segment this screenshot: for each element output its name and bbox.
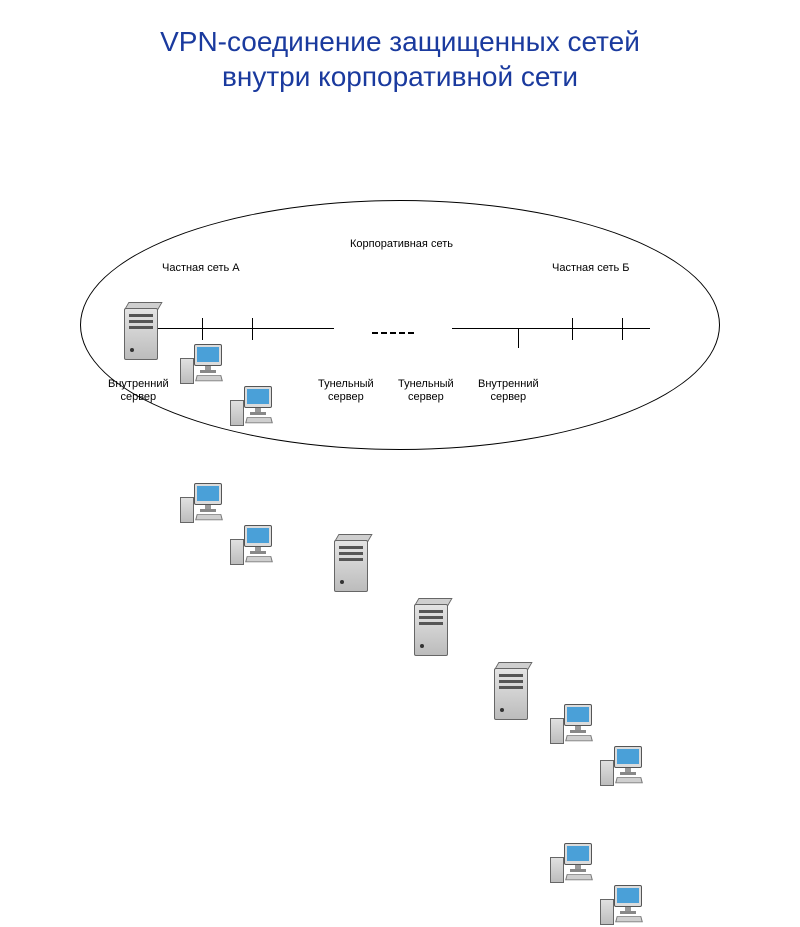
inner-server-b	[490, 660, 532, 724]
ws-b3	[550, 843, 594, 885]
label-net-a: Частная сеть А	[162, 262, 240, 275]
label-tunnel-server-r: Тунельный сервер	[398, 378, 454, 404]
title-line-2: внутри корпоративной сети	[222, 61, 578, 92]
net-b-drop-ws3	[572, 328, 573, 340]
page-title: VPN-соединение защищенных сетей внутри к…	[0, 0, 800, 94]
ws-a3	[180, 483, 224, 525]
net-a-bus	[148, 328, 280, 329]
ws-a2	[230, 386, 274, 428]
net-a-drop-ws1	[202, 318, 203, 328]
ws-b2	[600, 746, 644, 788]
network-diagram: Корпоративная сеть Частная сеть А Частна…	[80, 200, 720, 460]
net-b-drop-ws2	[622, 318, 623, 328]
vpn-tunnel-link	[372, 332, 414, 334]
inner-server-a	[120, 300, 162, 364]
tunnel-server-r	[410, 596, 452, 660]
tunnel-server-l	[330, 532, 372, 596]
net-b-bus	[518, 328, 650, 329]
net-b-drop-server	[518, 328, 519, 348]
label-tunnel-server-l: Тунельный сервер	[318, 378, 374, 404]
link-a-tunnel	[280, 328, 334, 329]
ws-a4	[230, 525, 274, 567]
net-b-drop-ws1	[572, 318, 573, 328]
net-a-drop-ws2	[252, 318, 253, 328]
ws-a1	[180, 344, 224, 386]
ws-b1	[550, 704, 594, 746]
ws-b4	[600, 885, 644, 927]
label-net-b: Частная сеть Б	[552, 262, 630, 275]
label-inner-server-b: Внутренний сервер	[478, 378, 539, 404]
link-tunnel-b	[452, 328, 518, 329]
net-a-drop-ws4	[252, 328, 253, 340]
net-b-drop-ws4	[622, 328, 623, 340]
label-corporate: Корпоративная сеть	[350, 238, 453, 251]
label-inner-server-a: Внутренний сервер	[108, 378, 169, 404]
title-line-1: VPN-соединение защищенных сетей	[160, 26, 640, 57]
net-a-drop-ws3	[202, 328, 203, 340]
